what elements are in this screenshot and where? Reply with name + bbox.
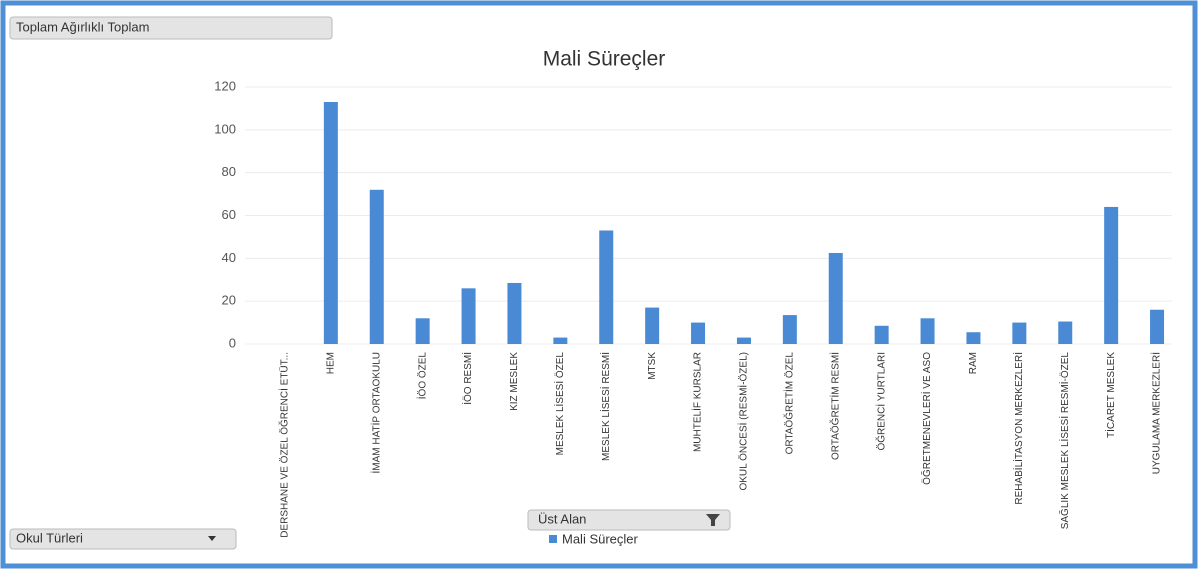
x-tick-label: ORTAÖĞRETİM ÖZEL <box>782 352 795 455</box>
x-tick-label: OKUL ÖNCESİ (RESMİ-ÖZEL) <box>737 352 750 491</box>
x-tick-label: MESLEK LİSESİ RESMİ <box>599 352 612 461</box>
legend-label: Mali Süreçler <box>562 531 639 546</box>
x-tick-label: SAĞLIK MESLEK LİSESİ RESMİ-ÖZEL <box>1058 352 1071 530</box>
filter-icon <box>706 514 720 526</box>
bar <box>874 325 889 344</box>
x-tick-label: DERSHANE VE ÖZEL ÖĞRENCİ ETÜT... <box>278 352 291 538</box>
y-tick-label: 80 <box>222 164 236 179</box>
bar <box>966 332 981 344</box>
dropdown-icon <box>208 536 216 541</box>
axis-field-label: Okul Türleri <box>16 530 83 545</box>
axis-field-button[interactable] <box>9 528 237 550</box>
x-tick-label: REHABİLİTASYON MERKEZLERİ <box>1012 352 1025 505</box>
x-tick-label: KIZ MESLEK <box>509 352 520 411</box>
y-tick-label: 20 <box>222 293 236 308</box>
bar <box>415 318 430 344</box>
y-tick-label: 40 <box>222 250 236 265</box>
x-tick-label: ÖĞRETMENEVLERİ VE ASO <box>920 352 933 485</box>
bar <box>323 101 338 344</box>
bar <box>1012 322 1027 344</box>
bar <box>920 318 935 344</box>
bar <box>1104 206 1119 344</box>
x-tick-label: İÖO ÖZEL <box>415 352 428 400</box>
bar <box>1058 321 1073 344</box>
bar <box>1150 309 1165 344</box>
y-tick-label: 60 <box>222 207 236 222</box>
value-field-label: Toplam Ağırlıklı Toplam <box>16 19 149 34</box>
x-tick-label: UYGULAMA MERKEZLERİ <box>1150 352 1163 474</box>
bar <box>461 288 476 344</box>
legend-swatch <box>549 535 557 543</box>
bar <box>691 322 706 344</box>
x-tick-label: İÖO RESMİ <box>461 352 474 405</box>
bar <box>645 307 660 344</box>
x-tick-label: HEM <box>325 352 336 374</box>
legend-field-button[interactable] <box>527 509 731 531</box>
x-tick-label: MUHTELİF KURSLAR <box>691 352 704 452</box>
bar <box>553 337 568 344</box>
bar <box>599 230 614 344</box>
y-tick-label: 100 <box>214 121 236 136</box>
x-tick-label: ORTAÖĞRETİM RESMİ <box>828 352 841 460</box>
bar <box>782 315 797 344</box>
legend-field-label: Üst Alan <box>538 511 586 526</box>
chart-title: Mali Süreçler <box>543 48 666 71</box>
bar <box>369 189 384 344</box>
y-tick-label: 0 <box>229 335 236 350</box>
value-field-button[interactable] <box>9 16 333 40</box>
bar <box>828 252 843 344</box>
x-tick-label: MESLEK LİSESİ ÖZEL <box>553 352 566 456</box>
bar <box>736 337 751 344</box>
x-tick-label: İMAM HATİP ORTAOKULU <box>369 352 382 474</box>
x-tick-label: ÖĞRENCİ YURTLARI <box>874 352 887 451</box>
bar <box>507 282 522 344</box>
x-tick-label: MTSK <box>647 352 658 380</box>
x-tick-label: TİCARET MESLEK <box>1104 352 1117 438</box>
x-tick-label: RAM <box>968 352 979 374</box>
y-tick-label: 120 <box>214 78 236 93</box>
